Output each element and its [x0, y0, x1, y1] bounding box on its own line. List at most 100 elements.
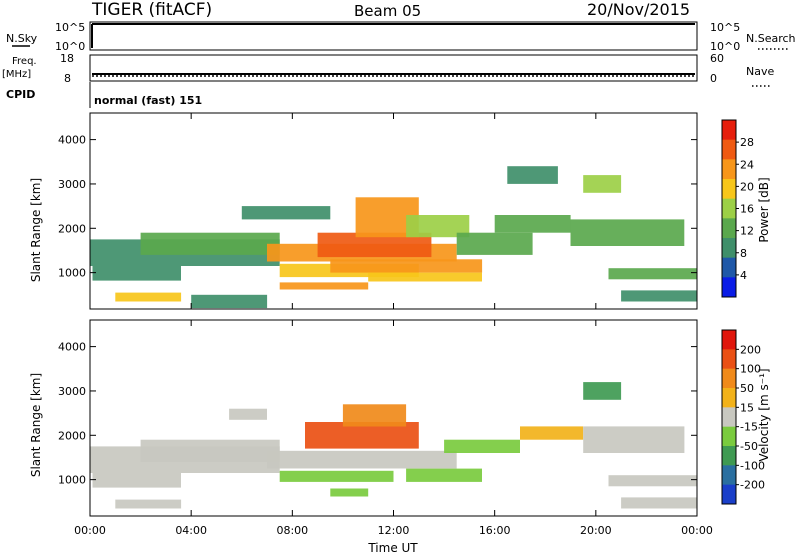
colorbar-swatch	[722, 198, 736, 219]
velocity-y-label: Slant Range [km]	[29, 373, 43, 477]
cpid-label: CPID	[6, 88, 35, 101]
x-tick-label: 12:00	[378, 524, 410, 537]
colorbar-swatch	[722, 179, 736, 200]
colorbar-tick-label: -200	[740, 479, 765, 492]
colorbar-tick-label: 4	[740, 269, 747, 282]
freq-tick-bottom: 8	[64, 72, 71, 85]
power-region-14	[494, 215, 571, 233]
colorbar-tick-label: -15	[740, 421, 758, 434]
velocity-colorbar: 200 100 50 15 -15 -50 -100 -200	[721, 329, 765, 505]
nsky-label: N.Sky	[6, 32, 38, 45]
y-tick-label: 1000	[58, 474, 86, 487]
colorbar-swatch	[722, 465, 736, 486]
nsearch-label: N.Search	[746, 32, 796, 45]
colorbar-swatch	[722, 349, 736, 370]
colorbar-tick-label: -50	[740, 440, 758, 453]
power-region-11	[241, 206, 331, 220]
power-region-16	[608, 268, 697, 280]
velocity-region-2	[92, 473, 181, 488]
velocity-region-16	[621, 497, 697, 509]
colorbar-swatch	[722, 407, 736, 428]
y-tick-label: 4000	[58, 341, 86, 354]
colorbar-swatch	[722, 238, 736, 259]
x-tick-label: 08:00	[276, 524, 308, 537]
colorbar-tick-label: 8	[740, 247, 747, 260]
y-tick-label: 2000	[58, 222, 86, 235]
velocity-region-12	[583, 426, 685, 453]
velocity-region-1	[140, 439, 280, 462]
nave-tick-bottom: 0	[710, 72, 717, 85]
time-x-label: Time UT	[367, 541, 418, 554]
colorbar-swatch	[722, 426, 736, 447]
y-tick-label: 3000	[58, 385, 86, 398]
velocity-region-13	[608, 475, 697, 487]
nsearch-tick-bottom: 10^0	[710, 40, 740, 53]
power-region-1	[92, 266, 181, 281]
freq-label: Freq.	[12, 56, 37, 67]
velocity-region-15	[229, 408, 267, 420]
power-region-20	[191, 294, 268, 309]
colorbar-tick-label: 20	[740, 180, 754, 193]
velocity-region-7	[330, 488, 369, 497]
nsky-tick-bottom: 10^0	[55, 40, 85, 53]
colorbar-tick-label: 12	[740, 225, 754, 238]
colorbar-swatch	[722, 139, 736, 160]
power-region-18	[583, 175, 622, 193]
power-region-9	[368, 272, 482, 282]
colorbar-swatch	[722, 159, 736, 180]
colorbar-tick-label: 200	[740, 343, 761, 356]
y-tick-label: 3000	[58, 178, 86, 191]
colorbar-swatch	[722, 368, 736, 389]
velocity-region-6	[406, 468, 482, 482]
cpid-value: normal (fast) 151	[94, 94, 202, 107]
nsky-panel	[89, 21, 698, 51]
nave-label: Nave	[746, 65, 774, 78]
velocity-colorbar-label: Velocity [m s⁻¹]	[757, 368, 771, 461]
power-region-17	[621, 290, 697, 302]
colorbar-swatch	[722, 330, 736, 350]
x-tick-label: 20:00	[580, 524, 612, 537]
colorbar-tick-label: 50	[740, 382, 754, 395]
colorbar-swatch	[722, 484, 736, 505]
velocity-panel	[90, 382, 697, 509]
power-region-15	[570, 219, 685, 246]
colorbar-tick-label: 16	[740, 203, 754, 216]
x-tick-label: 04:00	[175, 524, 207, 537]
colorbar-tick-label: 100	[740, 363, 761, 376]
colorbar-swatch	[722, 446, 736, 466]
x-tick-label: 16:00	[479, 524, 511, 537]
x-tick-label: 00:00	[74, 524, 106, 537]
colorbar-swatch	[722, 277, 736, 298]
beam-title: Beam 05	[354, 2, 421, 20]
power-y-label: Slant Range [km]	[29, 178, 43, 282]
station-title: TIGER (fitACF)	[91, 0, 212, 20]
power-panel	[90, 166, 697, 309]
velocity-region-10	[444, 439, 520, 453]
y-tick-label: 4000	[58, 134, 86, 147]
velocity-region-9	[342, 404, 407, 427]
y-tick-label: 1000	[58, 267, 86, 280]
date-title: 20/Nov/2015	[587, 0, 690, 19]
power-region-13	[456, 232, 533, 255]
colorbar-swatch	[722, 388, 736, 408]
colorbar-tick-label: -100	[740, 459, 765, 472]
power-region-7	[330, 259, 483, 273]
nsearch-tick-top: 10^5	[710, 21, 740, 34]
colorbar-swatch	[722, 120, 736, 141]
power-y-axis: 1000 2000 3000 4000	[58, 134, 697, 280]
velocity-region-5	[279, 470, 394, 482]
y-tick-label: 2000	[58, 429, 86, 442]
colorbar-swatch	[722, 257, 736, 278]
freq-tick-top: 18	[60, 52, 74, 65]
colorbar-frame	[721, 329, 737, 505]
power-region-19	[507, 166, 558, 184]
velocity-region-11	[520, 426, 584, 440]
x-tick-label: 00:00	[681, 524, 713, 537]
colorbar-tick-label: 28	[740, 136, 754, 149]
freq-panel	[89, 54, 698, 82]
velocity-region-4	[267, 450, 457, 469]
power-region-8	[279, 282, 369, 290]
velocity-region-3	[115, 499, 182, 509]
nsky-tick-top: 10^5	[55, 21, 85, 34]
